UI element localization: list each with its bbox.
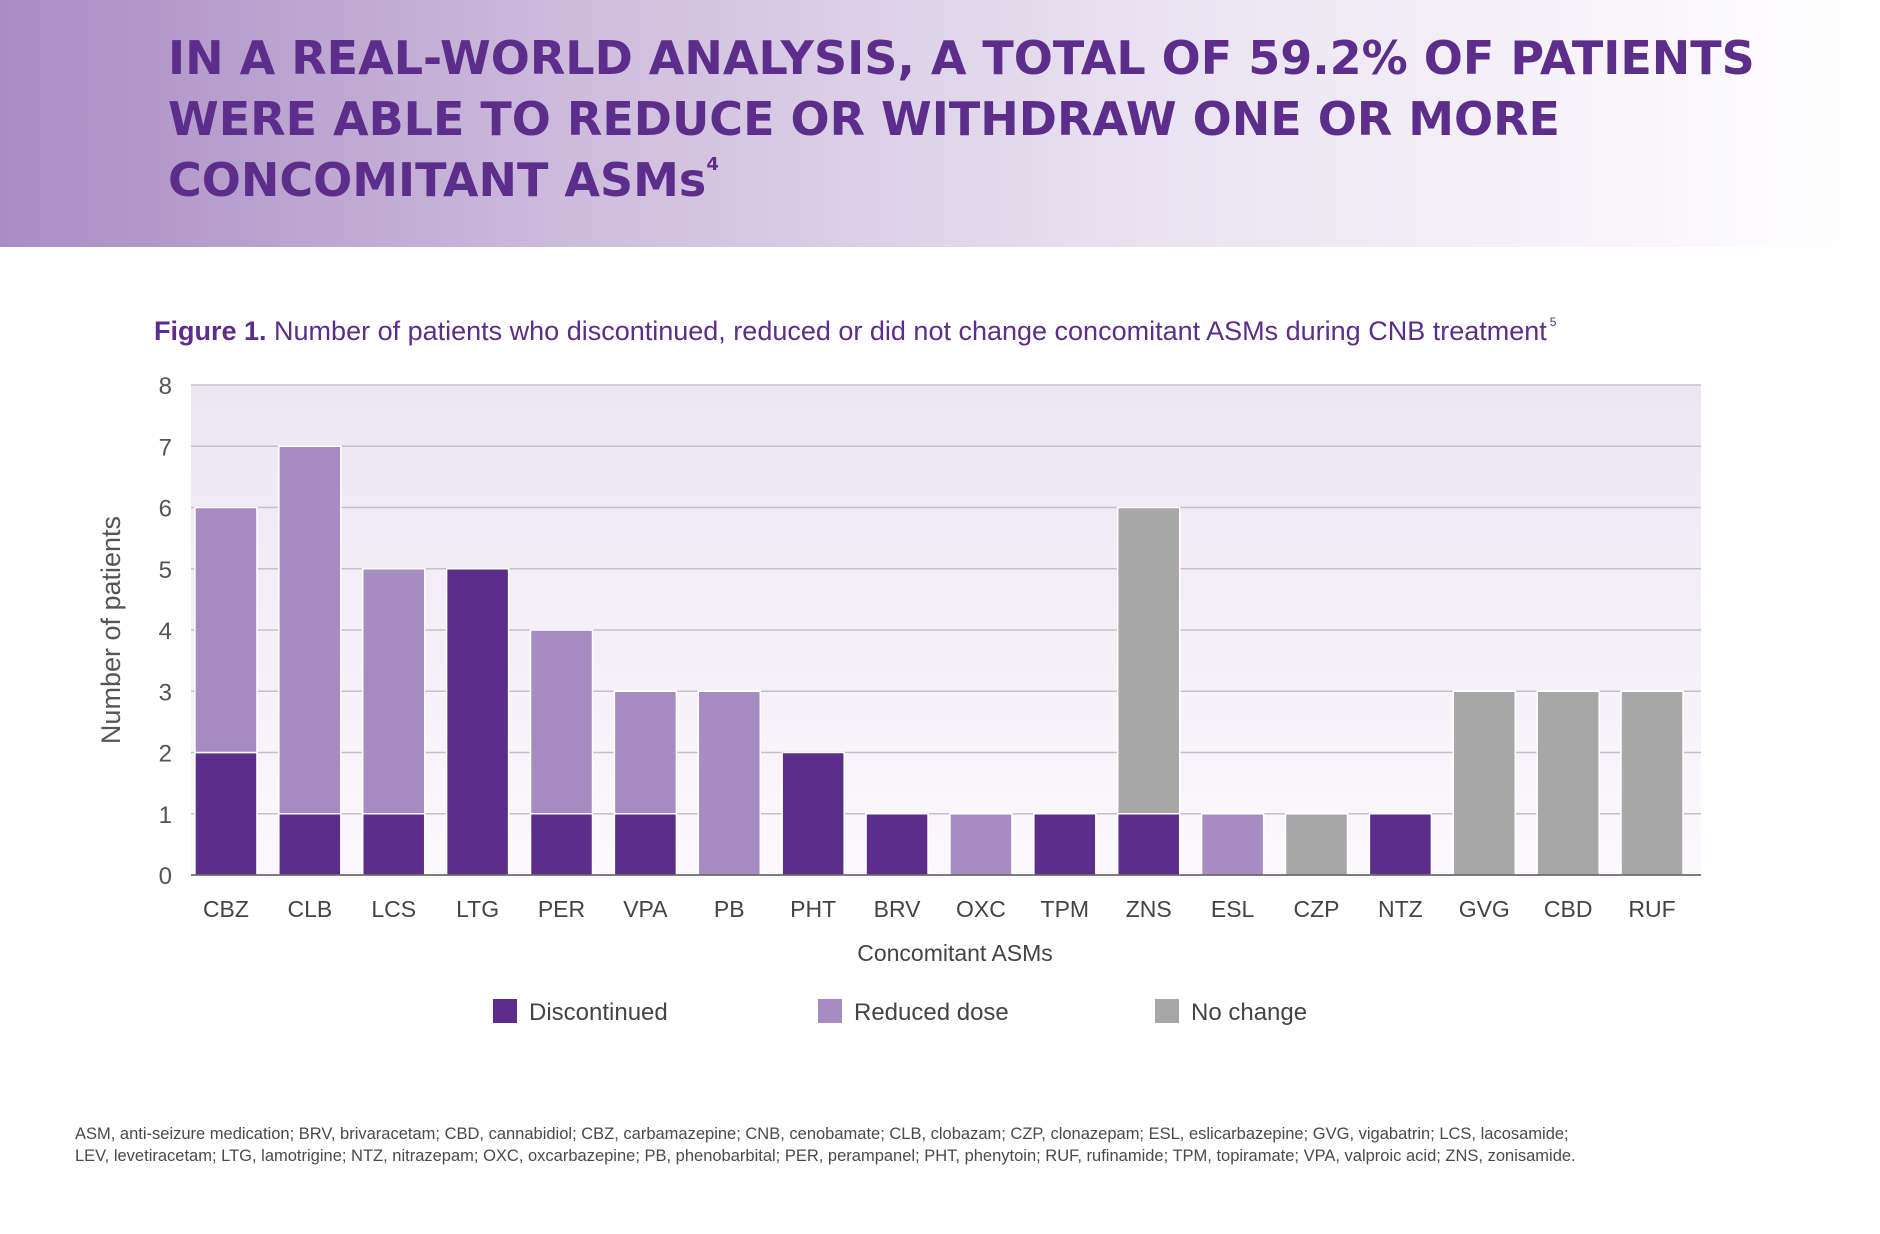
x-axis-label: Concomitant ASMs [857, 940, 1053, 966]
x-tick-label: TPM [1041, 896, 1090, 922]
y-tick-label: 3 [159, 679, 172, 706]
bar-segment-lcs-discontinued [361, 813, 426, 876]
headline-line-2: WERE ABLE TO REDUCE OR WITHDRAW ONE OR M… [168, 92, 1560, 146]
bar-segment-ntz-discontinued [1368, 813, 1433, 876]
bar-segment-pb-reduced-dose [697, 690, 762, 876]
y-axis-ticks: 0 1 2 3 4 5 6 7 8 [159, 373, 172, 890]
x-tick-label: BRV [874, 896, 922, 922]
x-tick-label: PHT [790, 896, 836, 922]
bar-segment-vpa-reduced-dose [613, 690, 678, 815]
headline-line-3-text: CONCOMITANT ASMs [168, 153, 707, 207]
headline-line-3: CONCOMITANT ASMs4 [168, 150, 1728, 211]
bar-segment-zns-no-change [1116, 506, 1181, 815]
bar-segment-clb-discontinued [278, 813, 342, 876]
footnote: ASM, anti-seizure medication; BRV, briva… [75, 1123, 1815, 1167]
bar-segment-pht-discontinued [781, 751, 845, 876]
figure-label: Figure 1. [154, 316, 267, 346]
y-tick-label: 5 [159, 557, 172, 584]
headline-line-1: IN A REAL-WORLD ANALYSIS, A TOTAL OF 59.… [168, 31, 1755, 85]
legend-label: No change [1191, 999, 1307, 1026]
x-axis-ticks: CBZ CLB LCS LTG PER VPA PB PHT BRV OXC TPM ZNS ESL CZ… [203, 896, 1676, 922]
legend-label: Discontinued [529, 999, 668, 1026]
y-tick-label: 0 [159, 863, 172, 890]
x-tick-label: CBD [1544, 896, 1593, 922]
y-axis-label: Number of patients [96, 516, 126, 744]
x-tick-label: OXC [956, 896, 1006, 922]
y-tick-label: 1 [159, 802, 172, 829]
bar-segment-brv-discontinued [865, 813, 929, 876]
bar-segment-per-discontinued [529, 813, 594, 876]
stacked-bar-chart: 0 1 2 3 4 5 6 7 8 CBZ CLB LCS LTG PER VPA PB PHT BRV OXC T… [96, 373, 1701, 1026]
legend-swatch-reduced-dose [818, 999, 842, 1023]
bar-segment-ruf-no-change [1620, 690, 1684, 876]
bar-segment-clb-reduced-dose [278, 445, 342, 815]
bar-segment-zns-discontinued [1116, 813, 1181, 876]
figure-caption-text: Number of patients who discontinued, red… [274, 316, 1547, 346]
headline-reference: 4 [706, 154, 719, 175]
y-tick-label: 7 [159, 434, 172, 461]
legend-label: Reduced dose [854, 999, 1009, 1026]
y-tick-label: 4 [159, 618, 172, 645]
y-tick-label: 2 [159, 741, 172, 768]
legend-swatch-no-change [1155, 999, 1179, 1023]
bar-segment-lcs-reduced-dose [361, 568, 426, 815]
x-tick-label: CBZ [203, 896, 249, 922]
x-tick-label: ESL [1211, 896, 1255, 922]
x-tick-label: CLB [287, 896, 332, 922]
x-tick-label: CZP [1294, 896, 1340, 922]
bar-segment-cbd-no-change [1536, 690, 1600, 876]
x-tick-label: PER [538, 896, 585, 922]
bar-segment-gvg-no-change [1452, 690, 1517, 876]
x-tick-label: LCS [371, 896, 416, 922]
x-tick-label: GVG [1459, 896, 1510, 922]
header-banner [0, 0, 1880, 247]
bar-segment-czp-no-change [1284, 813, 1349, 876]
bar-segment-cbz-discontinued [194, 751, 258, 876]
figure-caption-reference: 5 [1549, 315, 1557, 329]
y-tick-label: 8 [159, 373, 172, 400]
footnote-line-1: ASM, anti-seizure medication; BRV, briva… [75, 1125, 1569, 1143]
figure-caption: Figure 1. Number of patients who discont… [154, 316, 1556, 347]
legend: Discontinued Reduced dose No change [493, 999, 1307, 1026]
bar-segment-cbz-reduced-dose [194, 506, 258, 754]
bar-segment-oxc-reduced-dose [949, 813, 1013, 876]
bar-segment-esl-reduced-dose [1200, 813, 1265, 876]
x-tick-label: PB [714, 896, 745, 922]
x-tick-label: VPA [623, 896, 668, 922]
bars [194, 445, 1684, 876]
grid-lines [191, 384, 1701, 815]
y-tick-label: 6 [159, 496, 172, 523]
bar-segment-tpm-discontinued [1033, 813, 1097, 876]
x-tick-label: RUF [1628, 896, 1675, 922]
headline: IN A REAL-WORLD ANALYSIS, A TOTAL OF 59.… [168, 28, 1755, 211]
legend-swatch-discontinued [493, 999, 517, 1023]
x-tick-label: LTG [456, 896, 499, 922]
bar-segment-per-reduced-dose [529, 629, 594, 815]
footnote-line-2: LEV, levetiracetam; LTG, lamotrigine; NT… [75, 1147, 1576, 1165]
bar-segment-ltg-discontinued [445, 568, 510, 876]
x-tick-label: NTZ [1378, 896, 1423, 922]
x-tick-label: ZNS [1126, 896, 1172, 922]
bar-segment-vpa-discontinued [613, 813, 678, 876]
